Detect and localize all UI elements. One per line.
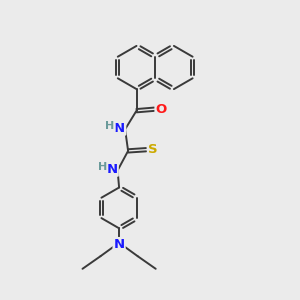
Text: S: S (148, 143, 158, 156)
Text: H: H (98, 162, 107, 172)
Text: H: H (106, 121, 115, 131)
Text: N: N (114, 122, 125, 135)
Text: O: O (155, 103, 167, 116)
Text: N: N (106, 163, 118, 176)
Text: N: N (113, 238, 125, 251)
